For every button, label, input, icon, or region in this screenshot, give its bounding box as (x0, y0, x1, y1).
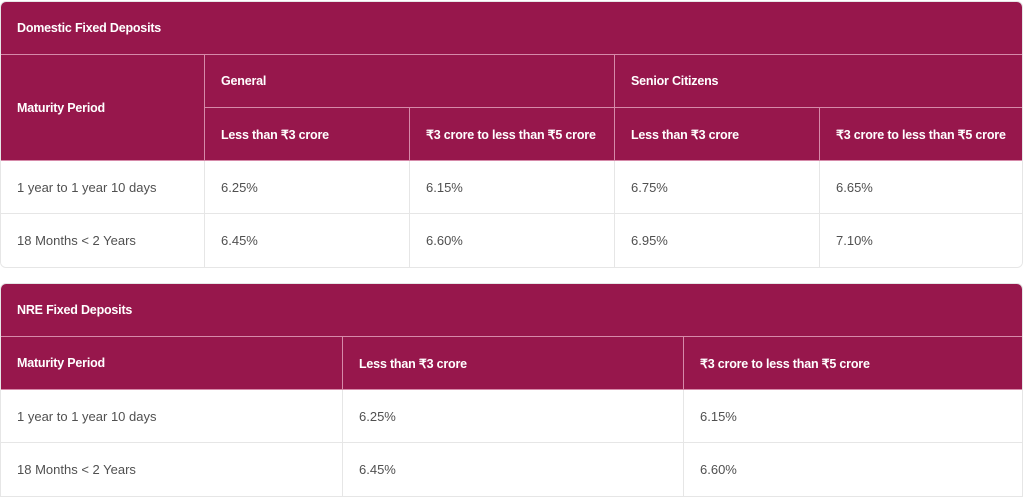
period-cell: 1 year to 1 year 10 days (1, 390, 343, 443)
nre-fd-table: NRE Fixed Deposits Maturity Period Less … (0, 283, 1023, 497)
rate-cell: 6.25% (205, 161, 410, 214)
rate-cell: 6.25% (343, 390, 684, 443)
rate-cell: 6.65% (820, 161, 1022, 214)
column-header: ₹3 crore to less than ₹5 crore (684, 337, 1022, 390)
maturity-period-header: Maturity Period (1, 55, 205, 161)
column-header: Less than ₹3 crore (615, 108, 820, 161)
rate-cell: 6.75% (615, 161, 820, 214)
column-header: Less than ₹3 crore (343, 337, 684, 390)
table-row: 18 Months < 2 Years 6.45% 6.60% (1, 443, 1022, 496)
rate-cell: 6.45% (343, 443, 684, 496)
table-row: 1 year to 1 year 10 days 6.25% 6.15% (1, 390, 1022, 443)
table-title: NRE Fixed Deposits (1, 284, 1022, 337)
maturity-period-header: Maturity Period (1, 337, 343, 390)
rate-cell: 7.10% (820, 214, 1022, 267)
table-row: 1 year to 1 year 10 days 6.25% 6.15% 6.7… (1, 161, 1022, 214)
rate-cell: 6.15% (684, 390, 1022, 443)
rate-cell: 6.95% (615, 214, 820, 267)
column-header: ₹3 crore to less than ₹5 crore (410, 108, 615, 161)
period-cell: 18 Months < 2 Years (1, 214, 205, 267)
domestic-fd-table: Domestic Fixed Deposits Maturity Period … (0, 1, 1023, 268)
table-row: 18 Months < 2 Years 6.45% 6.60% 6.95% 7.… (1, 214, 1022, 267)
group-header-senior-citizens: Senior Citizens (615, 55, 1022, 108)
column-header: Less than ₹3 crore (205, 108, 410, 161)
period-cell: 1 year to 1 year 10 days (1, 161, 205, 214)
column-header: ₹3 crore to less than ₹5 crore (820, 108, 1022, 161)
group-header-general: General (205, 55, 615, 108)
rate-cell: 6.60% (410, 214, 615, 267)
rate-cell: 6.15% (410, 161, 615, 214)
period-cell: 18 Months < 2 Years (1, 443, 343, 496)
rate-cell: 6.60% (684, 443, 1022, 496)
rate-cell: 6.45% (205, 214, 410, 267)
table-title: Domestic Fixed Deposits (1, 2, 1022, 55)
